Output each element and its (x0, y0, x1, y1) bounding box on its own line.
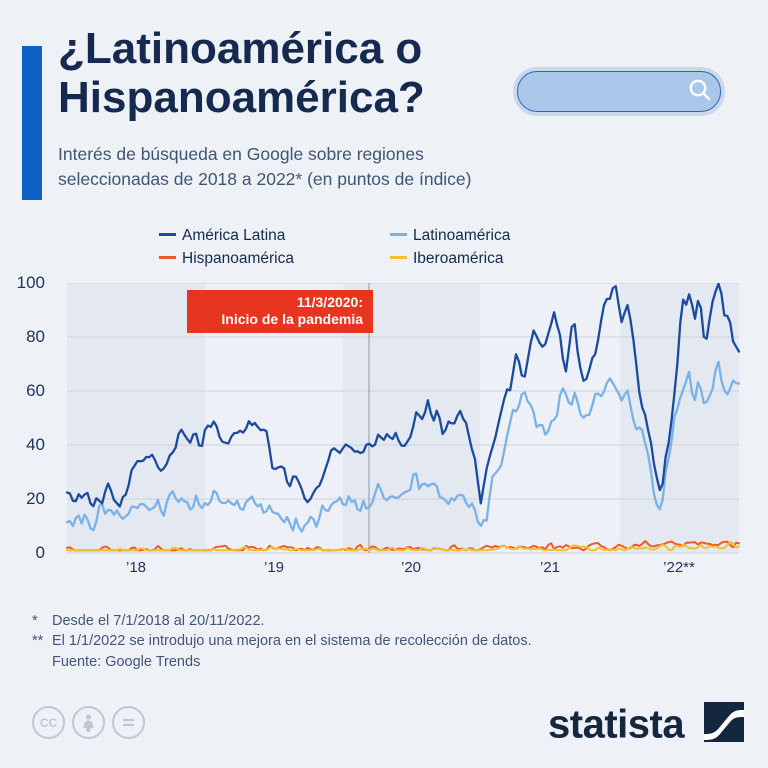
svg-text:CC: CC (40, 716, 58, 730)
